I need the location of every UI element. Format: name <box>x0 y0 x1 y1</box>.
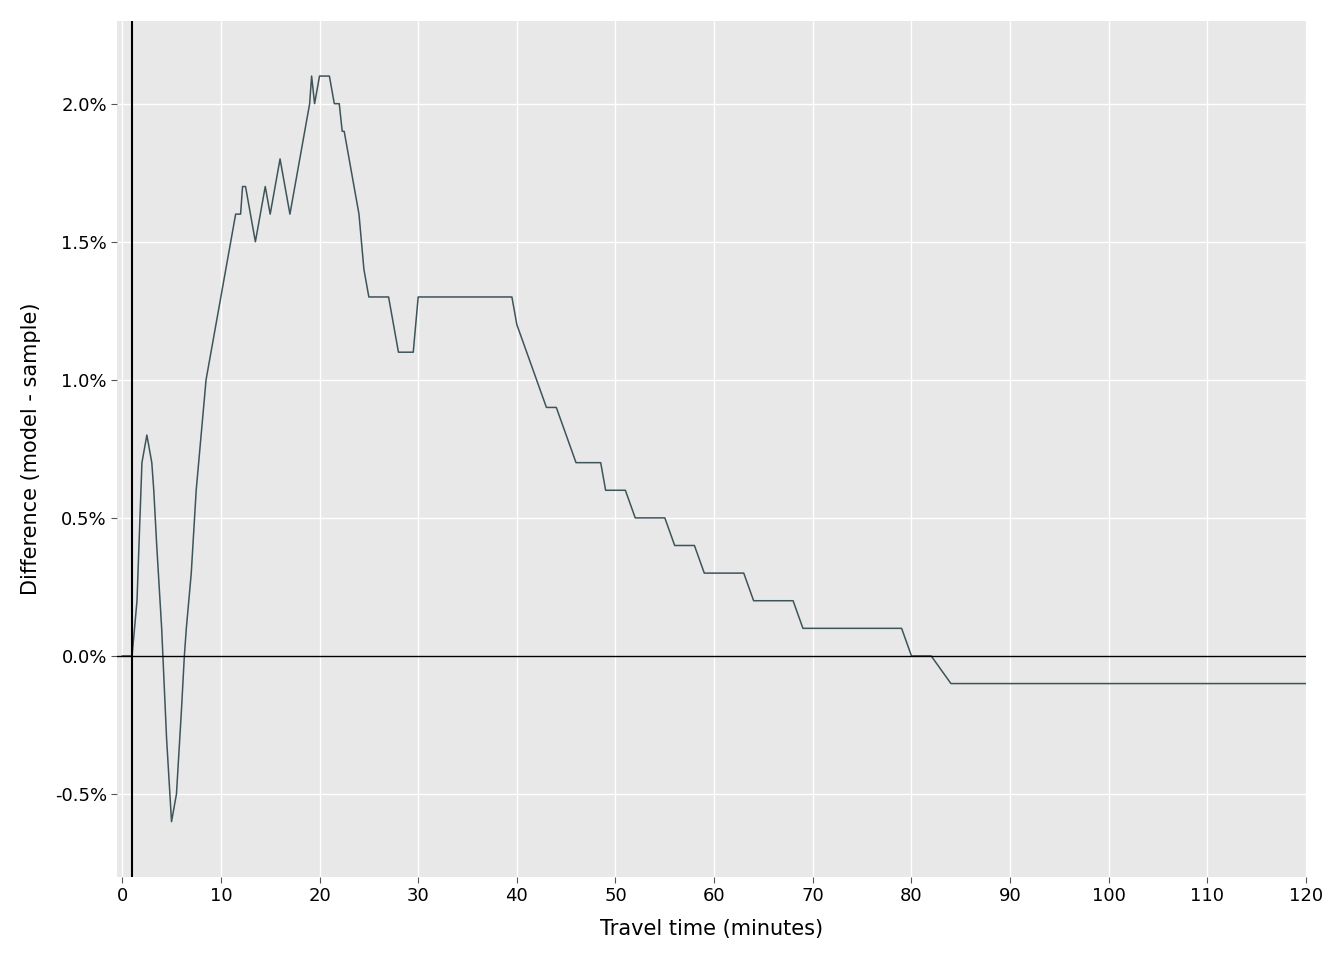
X-axis label: Travel time (minutes): Travel time (minutes) <box>601 919 824 939</box>
Y-axis label: Difference (model - sample): Difference (model - sample) <box>22 302 40 595</box>
